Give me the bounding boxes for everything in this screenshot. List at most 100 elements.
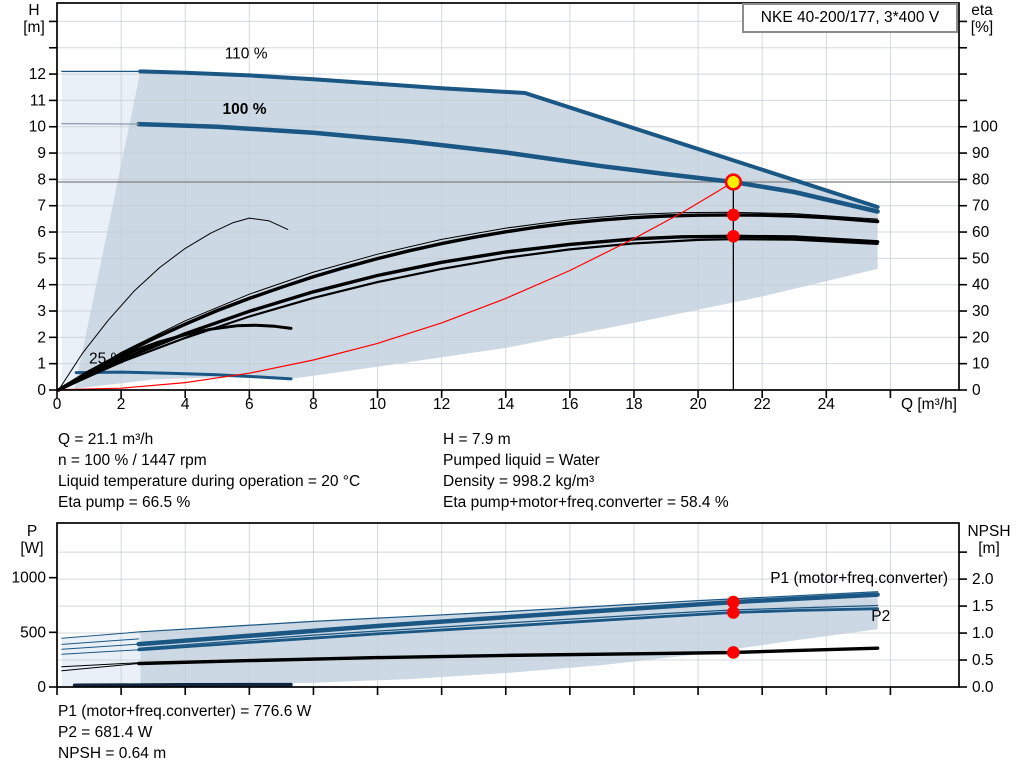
info-line-density: Density = 998.2 kg/m³	[443, 473, 595, 490]
npsh-leadin-1-curve	[61, 663, 140, 672]
info-line-speed: n = 100 % / 1447 rpm	[58, 452, 207, 469]
operating-envelope	[74, 71, 878, 389]
x-axis-tick-label: 6	[245, 396, 254, 413]
curve-label: 110 %	[225, 46, 268, 63]
x-axis-tick-label: 0	[53, 396, 62, 413]
p2-envelope-thin-curve	[138, 604, 879, 649]
control-curve-curve	[59, 181, 734, 391]
left-axis-tick-label: 1000	[12, 570, 47, 587]
curve-label: P1 (motor+freq.converter)	[770, 570, 948, 587]
info-line-temperature: Liquid temperature during operation = 20…	[58, 473, 361, 490]
power-info: P1 (motor+freq.converter) = 776.6 W P2 =…	[58, 701, 311, 764]
value-dot-marker	[727, 646, 740, 659]
right-axis-tick-label: 0.0	[972, 679, 994, 696]
x-axis-tick-label: 12	[433, 396, 450, 413]
info-line-eta-pump: Eta pump = 66.5 %	[58, 494, 191, 511]
value-dot-marker	[727, 595, 740, 609]
right-axis-tick-label: 70	[972, 198, 990, 215]
npsh-curve	[136, 646, 880, 666]
curve-label: 100 %	[223, 101, 267, 118]
eta-total-lower-curve	[57, 238, 879, 392]
eta-pump-tolerance-curve	[58, 211, 879, 391]
info-line-q: Q = 21.1 m³/h	[58, 431, 154, 448]
right-axis-tick-label: 40	[972, 277, 990, 294]
right-axis-tick-label: 0	[972, 382, 981, 399]
power-chart-frame	[56, 522, 960, 688]
eta-axis-title-symbol: eta	[971, 2, 993, 19]
p1-leadin-2-curve	[61, 638, 140, 645]
eta-25pct-curve	[58, 217, 289, 391]
x-axis-label: Q [m³/h]	[901, 396, 957, 413]
p-axis-title: P [W]	[12, 523, 52, 557]
head-110pct-curve	[138, 69, 880, 209]
npsh-leadin-2-curve	[61, 662, 140, 668]
x-axis-tick-label: 2	[117, 396, 126, 413]
power-chart-area[interactable]: 0 500 1000 0.0 0.5 1.0 1.5 2.0 P1 (motor+freq.co…	[12, 522, 994, 696]
left-axis-tick-label: 0	[37, 382, 46, 399]
hq-chart-frame	[56, 2, 960, 391]
h-axis-title-symbol: H	[28, 2, 40, 19]
eta-total-curve	[56, 234, 880, 392]
head-25pct-curve	[74, 370, 293, 381]
eta-axis-title: eta [%]	[960, 2, 1004, 36]
right-axis-tick-label: 60	[972, 224, 990, 241]
p-axis-title-symbol: P	[26, 523, 38, 540]
left-axis-tick-label: 8	[37, 171, 46, 188]
x-axis-tick-label: 22	[754, 396, 771, 413]
left-axis-tick-label: 4	[37, 277, 46, 294]
curve-label: P2	[871, 608, 890, 625]
head-100pct-leadin-curve	[61, 122, 140, 125]
h-axis-title-unit: [m]	[23, 19, 45, 36]
info-line-head: H = 7.9 m	[443, 431, 511, 448]
right-axis-tick-label: 90	[972, 145, 990, 162]
npsh-axis-title: NPSH [m]	[958, 523, 1020, 557]
right-axis-tick-label: 1.0	[972, 625, 994, 642]
info-line-liquid: Pumped liquid = Water	[443, 452, 600, 469]
left-axis-tick-label: 5	[37, 250, 46, 267]
duty-info-left: Q = 21.1 m³/h n = 100 % / 1447 rpm Liqui…	[58, 429, 360, 513]
left-axis-tick-label: 12	[29, 66, 46, 83]
right-axis-tick-label: 2.0	[972, 571, 994, 588]
left-axis-tick-label: 2	[37, 329, 46, 346]
npsh-axis-title-unit: [m]	[978, 540, 1000, 557]
left-axis-tick-label: 3	[37, 303, 46, 320]
right-axis-tick-label: 1.5	[972, 598, 994, 615]
pump-title-box: NKE 40-200/177, 3*400 V	[742, 3, 958, 33]
left-axis-tick-label: 9	[37, 145, 46, 162]
npsh-axis-title-symbol: NPSH	[967, 523, 1011, 540]
x-axis-tick-label: 8	[309, 396, 318, 413]
left-axis-tick-label: 1	[37, 356, 46, 373]
value-dot-marker	[727, 229, 740, 243]
h-axis-title: H [m]	[14, 2, 54, 36]
right-axis-tick-label: 100	[972, 119, 998, 136]
duty-point-marker[interactable]	[724, 173, 742, 191]
x-axis-tick-label: 4	[181, 396, 190, 413]
left-axis-tick-label: 11	[30, 92, 46, 109]
left-axis-tick-label: 6	[37, 224, 46, 241]
right-axis-tick-label: 10	[972, 356, 990, 373]
x-axis-tick-label: 14	[497, 396, 515, 413]
x-axis-tick-label: 24	[818, 396, 836, 413]
right-axis-tick-label: 50	[972, 250, 990, 267]
x-axis-tick-label: 10	[369, 396, 387, 413]
duty-info-right: H = 7.9 m Pumped liquid = Water Density …	[443, 429, 729, 513]
p2-100pct-curve	[137, 607, 879, 652]
left-axis-tick-label: 10	[29, 119, 47, 136]
p-25pct-curve	[72, 682, 293, 688]
info-line-p2: P2 = 681.4 W	[58, 724, 153, 741]
right-axis-tick-label: 20	[972, 329, 990, 346]
p1-leadin-3-curve	[61, 643, 140, 650]
value-dot-marker	[727, 208, 740, 222]
left-axis-tick-label: 500	[20, 624, 46, 641]
curve-label: 25 %	[89, 350, 125, 367]
p1-envelope-top-curve	[139, 591, 879, 633]
eta-25pct-total-curve	[57, 323, 293, 392]
eta-axis-title-unit: [%]	[970, 19, 994, 36]
p1-100pct-curve	[136, 592, 880, 647]
right-axis-tick-label: 0.5	[972, 652, 994, 669]
p2-leadin-curve	[61, 649, 140, 655]
x-axis-tick-label: 20	[689, 396, 707, 413]
